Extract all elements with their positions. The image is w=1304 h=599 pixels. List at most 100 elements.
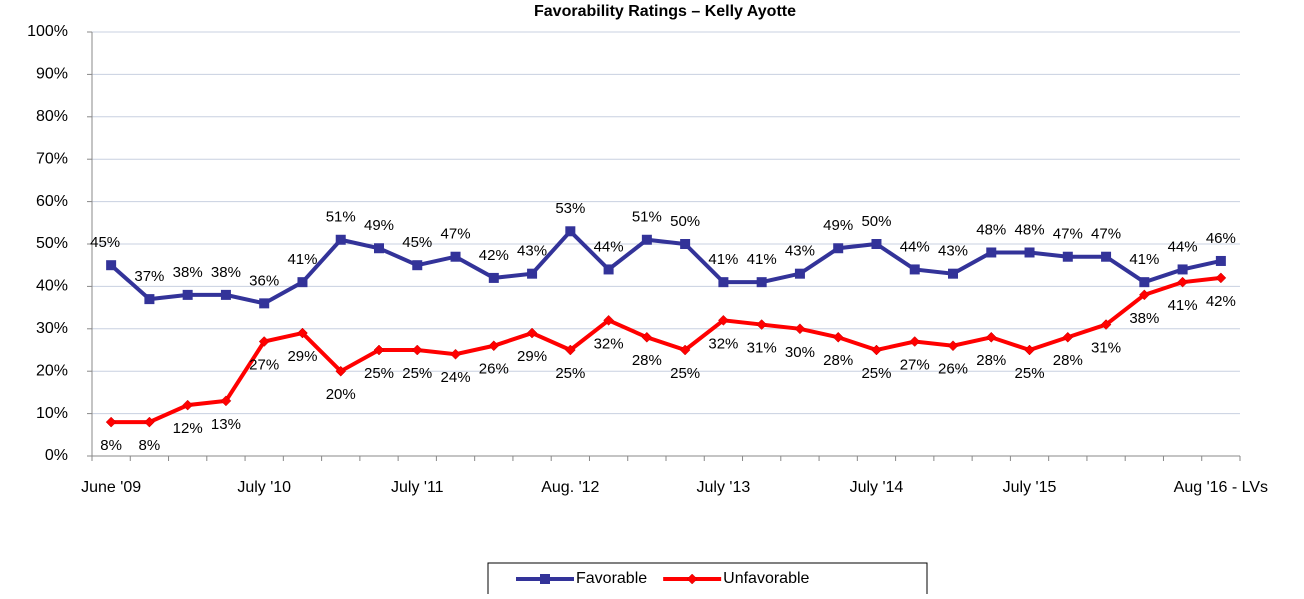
data-label: 29% [287,348,317,365]
y-tick-label: 10% [36,405,68,422]
data-label: 43% [785,243,815,260]
data-label: 42% [479,247,509,264]
marker [106,260,117,271]
marker [258,336,270,347]
y-tick-label: 60% [36,193,68,210]
legend-marker [686,573,698,585]
data-label: 32% [594,335,624,352]
data-label: 38% [211,264,241,281]
marker [680,239,691,249]
x-tick-label: June '09 [81,479,141,496]
data-label: 51% [326,209,356,226]
data-label: 43% [517,243,547,260]
marker [1215,255,1226,266]
marker [1139,277,1150,288]
data-label: 25% [402,365,432,382]
data-label: 48% [1015,221,1045,238]
data-label: 25% [364,365,394,382]
data-label: 37% [134,268,164,285]
marker [679,344,691,356]
data-label: 28% [632,352,662,369]
data-label: 53% [555,200,585,217]
data-label: 50% [861,213,891,230]
data-label: 42% [1206,293,1236,310]
marker [641,331,653,343]
data-label: 41% [708,251,738,268]
marker [564,344,576,356]
data-label: 8% [100,437,122,454]
data-label: 36% [249,272,279,289]
marker [1177,264,1188,275]
data-label: 49% [364,217,394,234]
x-tick-label: July '11 [391,479,444,496]
y-tick-label: 0% [45,447,68,464]
legend-item: Favorable [516,570,647,587]
data-label: 25% [670,365,700,382]
data-label: 49% [823,217,853,234]
data-label: 38% [173,264,203,281]
data-label: 20% [326,386,356,403]
legend-label: Unfavorable [723,570,809,587]
data-label: 50% [670,213,700,230]
data-label: 28% [1053,352,1083,369]
legend-marker [540,574,550,584]
data-label: 25% [861,365,891,382]
data-label: 24% [441,369,471,386]
y-tick-label: 50% [36,235,68,252]
legend-item: Unfavorable [663,570,810,587]
marker [488,340,500,352]
marker [182,399,194,411]
marker [1215,272,1227,284]
data-label: 47% [1053,226,1083,243]
data-label: 25% [1015,365,1045,382]
marker [1100,319,1112,330]
marker [1062,251,1073,262]
data-label: 43% [938,243,968,260]
marker [335,365,347,377]
marker [526,327,538,339]
marker [986,247,997,258]
data-label: 30% [785,344,815,361]
marker [948,268,958,279]
y-tick-label: 30% [36,320,68,337]
y-tick-label: 70% [36,150,68,167]
marker [1024,247,1035,258]
data-label: 44% [1168,238,1198,255]
marker [527,268,538,279]
data-label: 13% [211,416,241,433]
data-label: 41% [287,251,317,268]
legend-label: Favorable [576,570,647,587]
marker [603,314,614,326]
marker [220,395,232,407]
marker [259,298,270,309]
data-label: 12% [173,420,203,437]
data-label: 26% [479,361,509,378]
data-label: 51% [632,209,662,226]
chart-title: Favorability Ratings – Kelly Ayotte [534,3,796,20]
marker [985,331,997,343]
marker [756,277,767,288]
data-label: 46% [1206,230,1236,247]
marker [1062,331,1074,343]
data-label: 26% [938,361,968,378]
data-label: 48% [976,221,1006,238]
data-label: 41% [747,251,777,268]
y-tick-label: 20% [36,362,68,379]
marker [105,416,117,428]
data-label: 8% [139,437,161,454]
marker [756,319,768,330]
marker [182,289,193,300]
marker [833,243,844,254]
x-tick-label: Aug '16 - LVs [1174,479,1268,496]
marker [871,239,882,249]
data-label: 47% [1091,226,1121,243]
marker [144,294,155,305]
x-tick-label: July '14 [850,479,904,496]
y-tick-label: 80% [36,108,68,125]
y-tick-label: 90% [36,66,68,83]
marker [718,314,729,326]
marker [220,289,231,300]
data-label: 41% [1168,297,1198,314]
x-tick-label: Aug. '12 [541,479,599,496]
